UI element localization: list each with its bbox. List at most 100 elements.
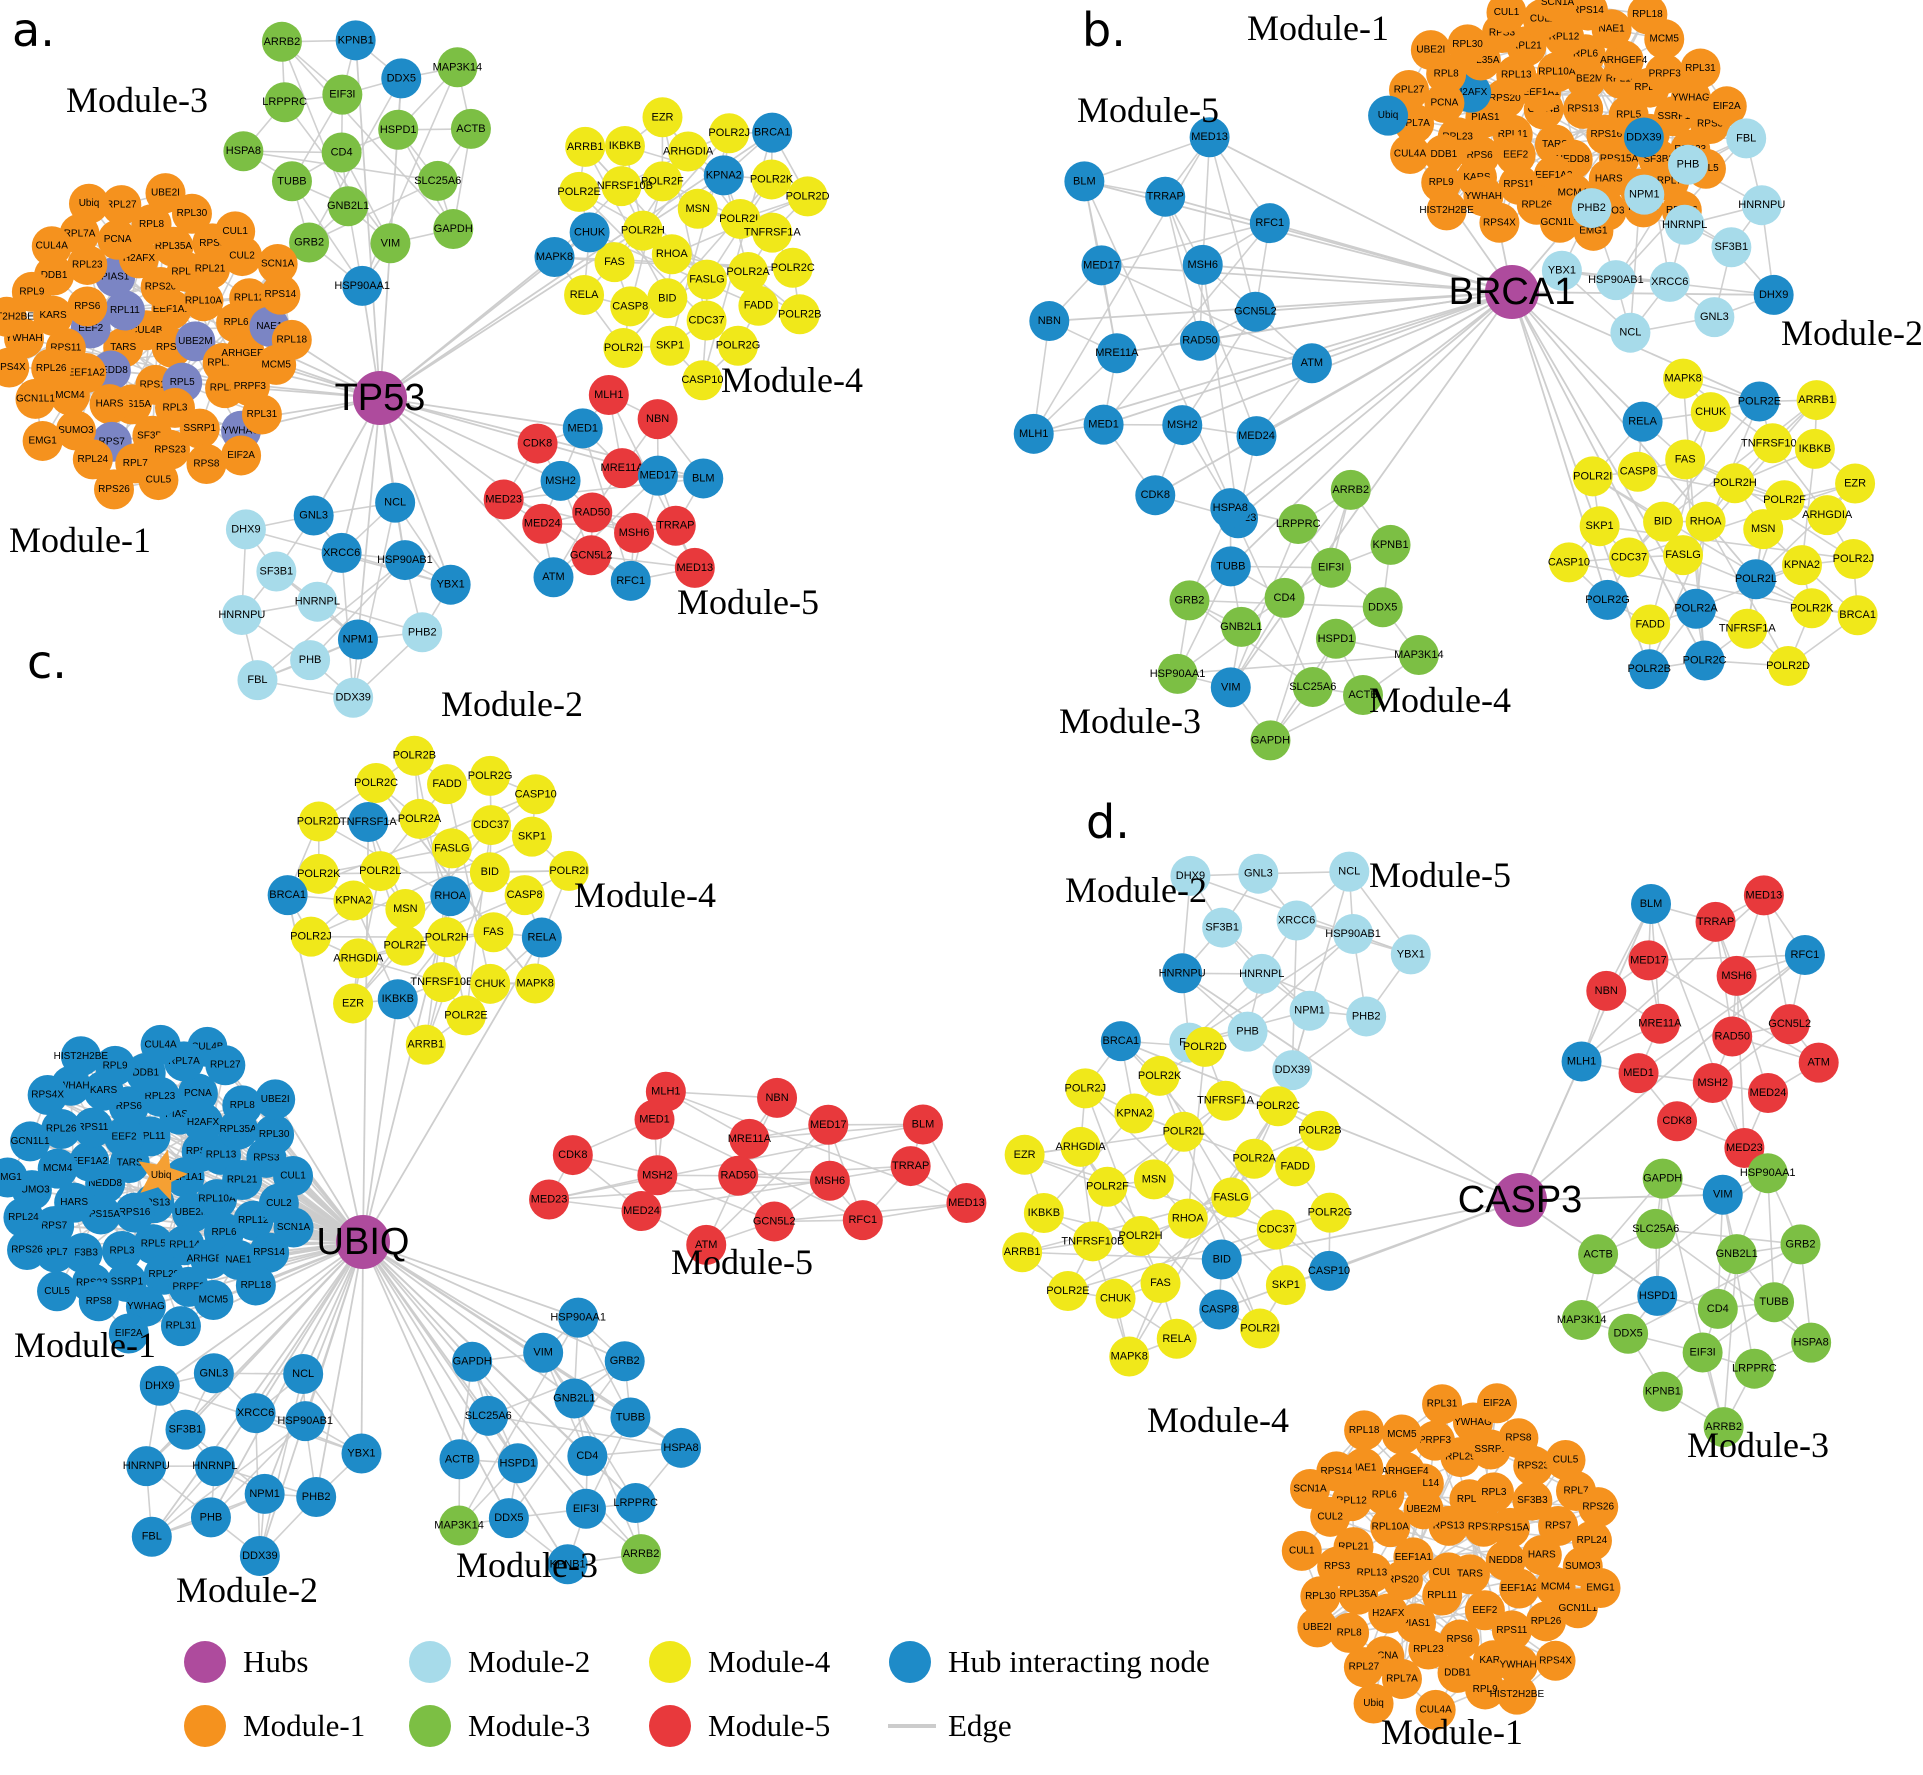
node-circle [1362, 587, 1403, 628]
node-RPL7A: RPL7A [1381, 1658, 1422, 1699]
node-MSH6: MSH6 [809, 1160, 850, 1201]
node-label: CDC37 [1611, 551, 1647, 563]
hub-edge [1101, 264, 1513, 293]
hub-edge [362, 937, 543, 1243]
panel-b-nodes: CUL4BRPS13TARSEEF1A1RPS16RPL11UBE2MNEDD8… [1013, 0, 1878, 761]
node-circle [488, 1498, 529, 1539]
node-label: ARRB2 [264, 36, 301, 48]
node-MED13: MED13 [1189, 117, 1230, 158]
node-circle [1201, 1239, 1242, 1280]
node-label: MCM5 [1387, 1429, 1417, 1440]
node-circle [356, 762, 397, 803]
node-circle [296, 1477, 337, 1518]
node-circle [1343, 675, 1384, 716]
node-label: EIF2A [227, 450, 255, 461]
node-circle [703, 155, 744, 196]
node-SF3B3: SF3B3 [1512, 1480, 1553, 1521]
node-MSH2: MSH2 [637, 1155, 678, 1196]
node-label: LRPPRC [1276, 518, 1321, 530]
node-MRE11A: MRE11A [1638, 1003, 1682, 1044]
node-label: RPL3 [110, 1245, 135, 1256]
node-RPS14: RPS14 [1567, 0, 1608, 31]
node-circle [335, 20, 376, 61]
node-NCL: NCL [1610, 312, 1651, 353]
node-label: HSPA8 [226, 145, 261, 157]
node-circle [1703, 1407, 1744, 1448]
node-RPL11: RPL11 [1422, 1575, 1463, 1616]
node-FADD: FADD [427, 764, 468, 805]
node-circle [529, 1179, 570, 1220]
node-label: DHX9 [231, 523, 260, 535]
node-circle [298, 801, 339, 842]
edge [471, 1361, 642, 1555]
node-label: TUBB [1216, 560, 1245, 572]
node-circle [22, 420, 63, 461]
node-label: POLR2B [778, 308, 821, 320]
node-MSN: MSN [1743, 509, 1784, 550]
node-label: RPL8 [230, 1100, 255, 1111]
node-label: RPL9 [103, 1060, 128, 1071]
node-GCN5L2: GCN5L2 [753, 1201, 796, 1242]
hub-edge [362, 1241, 569, 1565]
node-label: YWHAG [222, 425, 260, 436]
node-circle [562, 408, 603, 449]
node-circle [682, 360, 723, 401]
node-label: SLC25A6 [465, 1410, 512, 1422]
node-SLC25A6: SLC25A6 [1632, 1208, 1679, 1249]
edge [256, 559, 406, 681]
node-circle [1221, 606, 1262, 647]
node-FAS: FAS [594, 242, 635, 283]
node-circle [686, 259, 727, 300]
node-circle [67, 286, 108, 327]
module-label-c-module1: Module-1 [14, 1325, 156, 1365]
node-circle [255, 1079, 296, 1120]
node-HNRNPU: HNRNPU [1738, 185, 1785, 226]
node-HSPD1: HSPD1 [1315, 618, 1356, 659]
node-circle [1491, 1610, 1532, 1651]
node-circle [1521, 1535, 1562, 1576]
node-circle [552, 1135, 593, 1176]
node-YBX1: YBX1 [341, 1433, 382, 1474]
node-EIF3I: EIF3I [1311, 547, 1352, 588]
node-PHB2: PHB2 [296, 1477, 337, 1518]
node-circle [97, 219, 138, 260]
node-circle [1643, 501, 1684, 542]
node-DHX9: DHX9 [1753, 274, 1794, 315]
node-label: POLR2A [726, 266, 770, 278]
node-circle [718, 325, 759, 366]
node-circle [437, 47, 478, 88]
node-label: RPL23 [72, 259, 103, 270]
node-circle [1210, 488, 1251, 529]
legend-swatch [649, 1705, 691, 1747]
node-EIF2A: EIF2A [108, 1313, 149, 1354]
node-GCN5L2: GCN5L2 [1234, 291, 1277, 332]
node-HARS: HARS [1521, 1535, 1562, 1576]
node-label: RPL9 [19, 286, 44, 297]
node-circle [1281, 1530, 1322, 1571]
node-FBL: FBL [237, 660, 278, 701]
node-label: RAD50 [720, 1170, 755, 1182]
node-circle [1390, 934, 1431, 975]
node-label: RPL8 [1337, 1627, 1362, 1638]
node-label: MAP3K14 [434, 1520, 484, 1532]
node-RELA: RELA [564, 275, 605, 316]
edge [1201, 264, 1239, 519]
module-label-a-module2: Module-2 [441, 684, 583, 724]
node-GNB2L1: GNB2L1 [327, 186, 369, 227]
node-label: CUL5 [146, 475, 172, 486]
hub-edge [379, 397, 555, 578]
edge [1766, 1173, 1775, 1303]
node-circle [1711, 227, 1752, 268]
node-label: CASP8 [1620, 466, 1656, 478]
node-CDK8: CDK8 [1135, 475, 1176, 516]
node-MSH6: MSH6 [1182, 244, 1223, 285]
node-circle [261, 21, 302, 62]
node-label: RPS7 [1545, 1520, 1572, 1531]
node-circle [1297, 1607, 1338, 1648]
node-KPNB1: KPNB1 [1370, 524, 1411, 565]
node-label: PIAS1 [1402, 1618, 1431, 1629]
node-RPL24: RPL24 [1571, 1520, 1612, 1561]
node-YWHAH: YWHAH [1498, 1644, 1539, 1685]
node-label: RPS16 [1590, 129, 1622, 140]
node-NBN: NBN [1029, 301, 1070, 342]
